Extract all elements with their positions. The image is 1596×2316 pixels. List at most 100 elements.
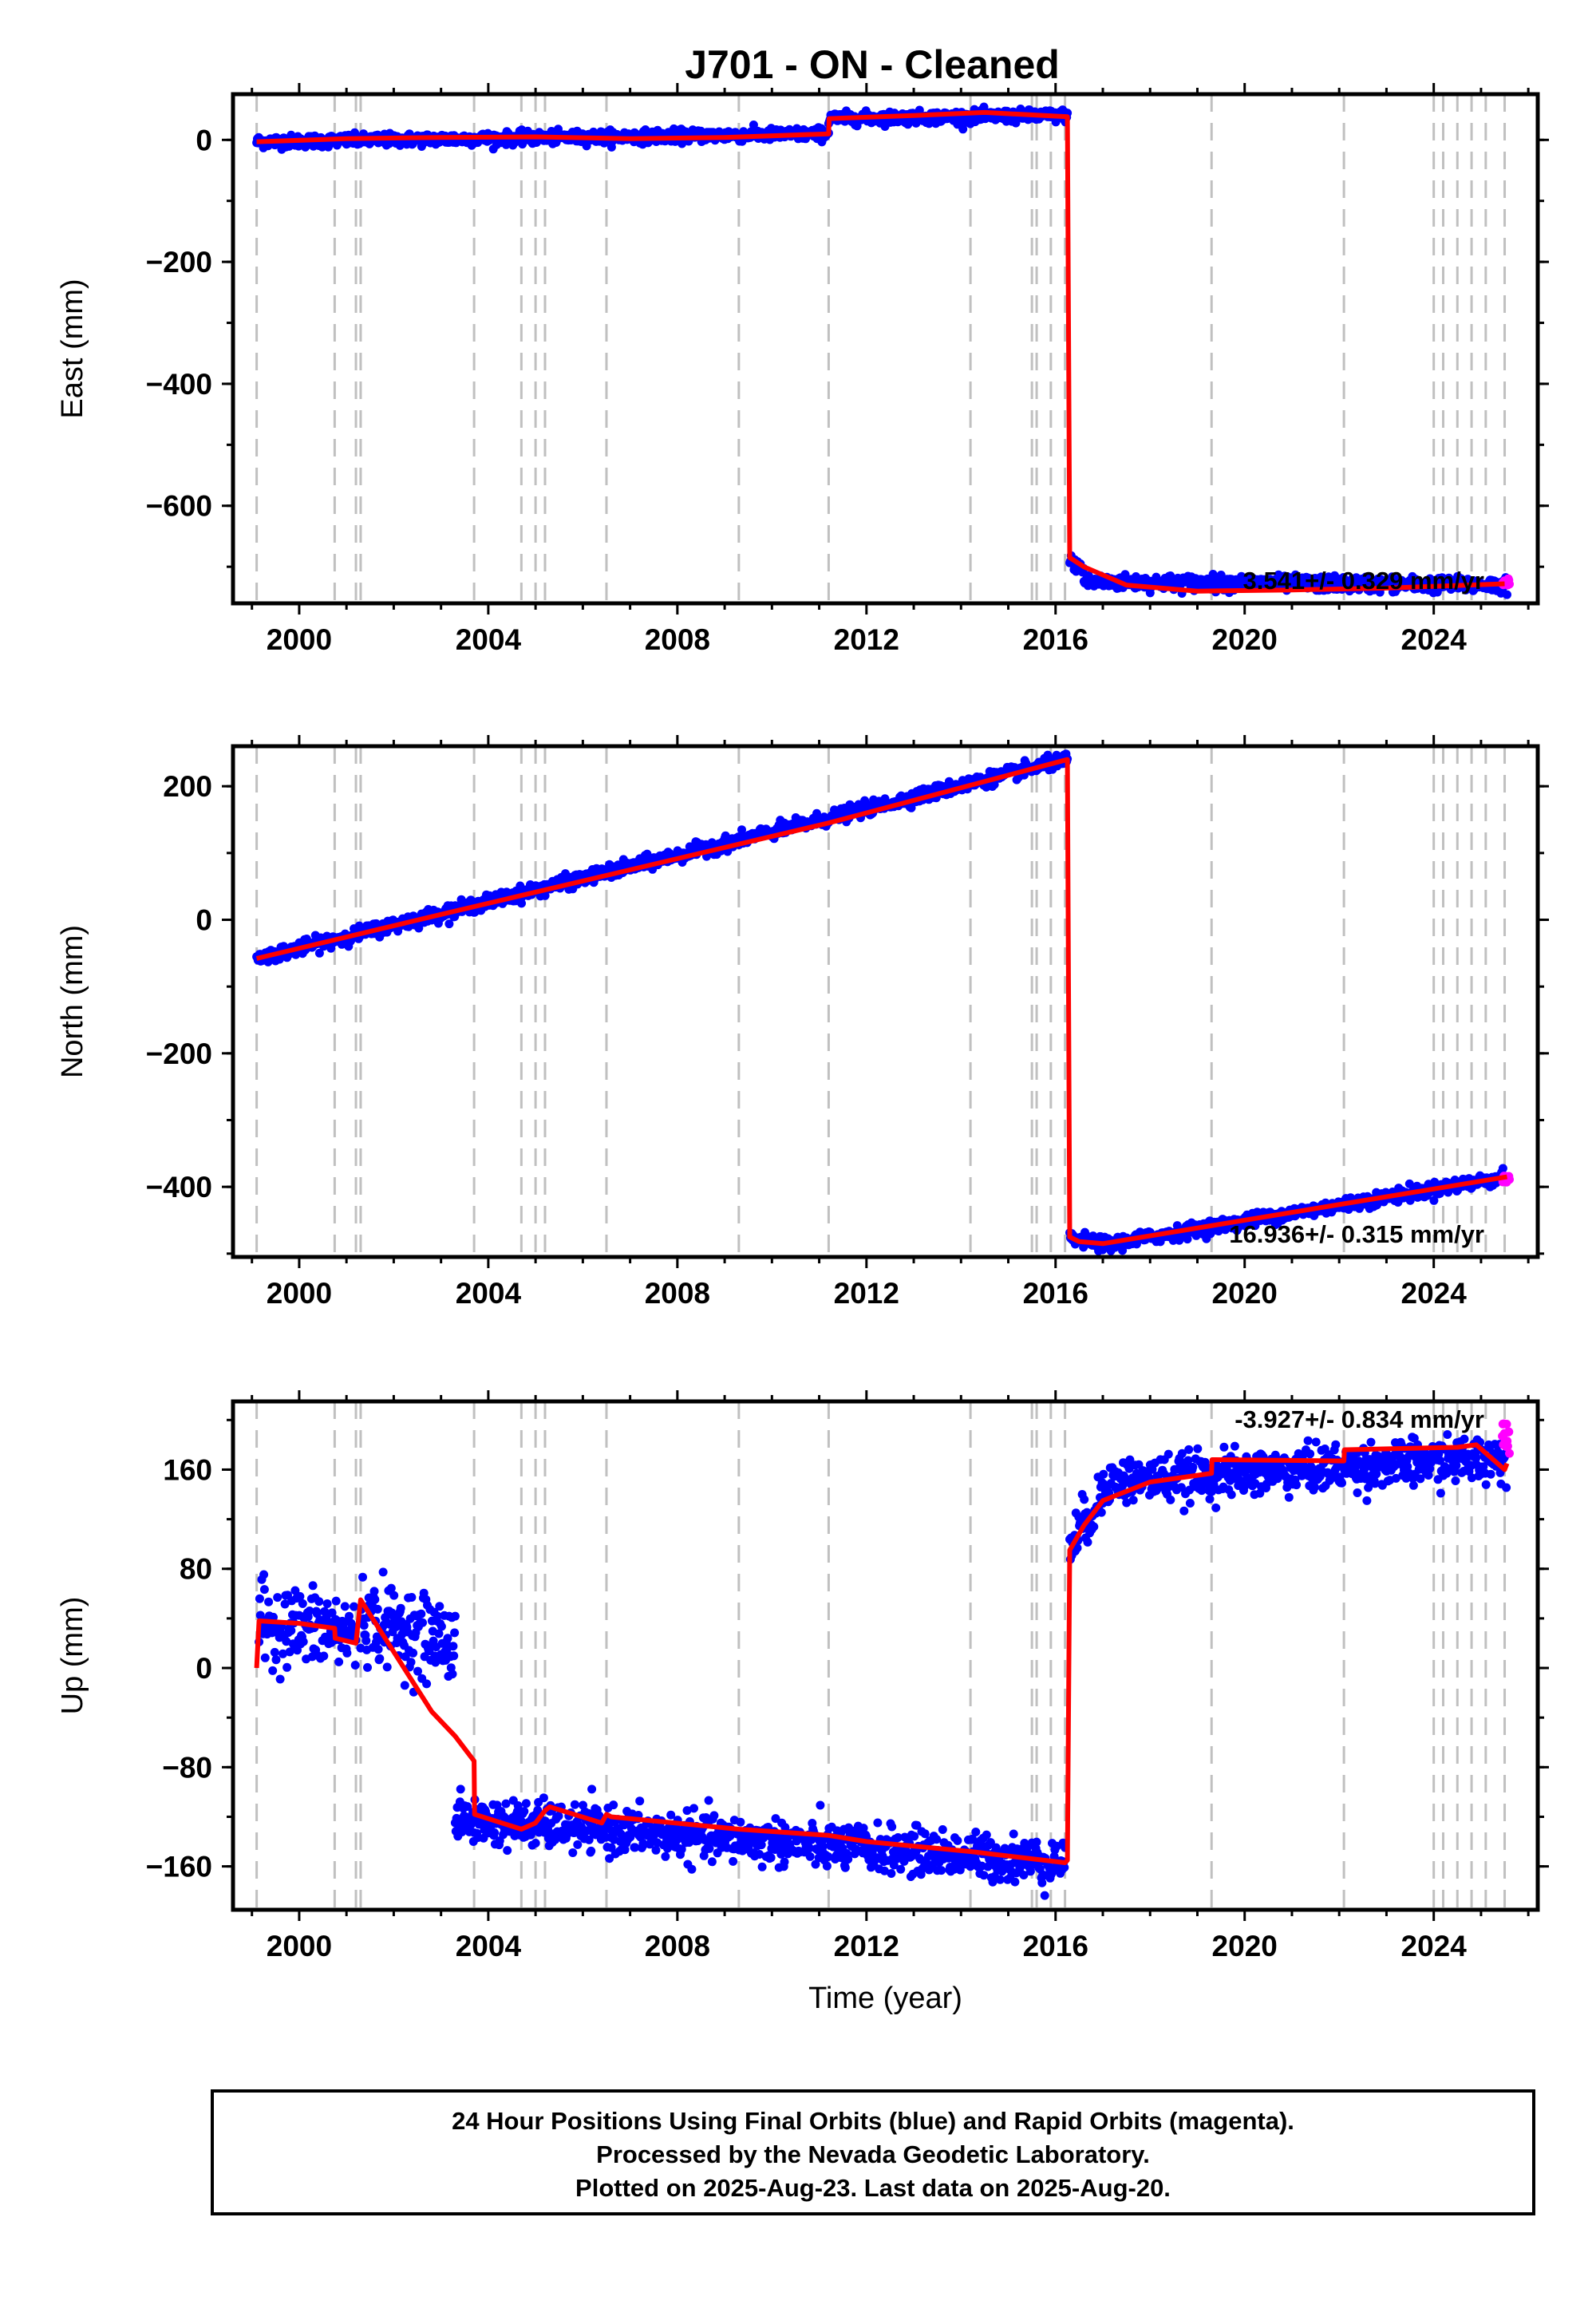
y-tick-label: −400 [146,368,212,401]
data-point [651,1845,661,1855]
data-point [570,1800,579,1809]
data-point [282,1637,291,1646]
data-point [449,1651,459,1661]
data-point [322,1599,332,1608]
data-point [389,1591,399,1600]
data-point [273,1593,282,1603]
data-point [539,1793,548,1803]
data-point [584,1835,594,1844]
data-point [409,1648,418,1658]
data-point [816,1800,825,1810]
data-point [554,1812,563,1821]
data-point [605,1854,614,1863]
data-point [327,1608,337,1618]
figure-title: J701 - ON - Cleaned [685,42,1060,87]
data-point [843,1855,853,1864]
x-tick-label: 2004 [456,1277,522,1310]
y-tick-label: 0 [196,904,212,937]
data-point [264,1597,274,1607]
data-point [271,1655,281,1665]
final-orbit-points [252,102,1511,599]
data-point [334,1657,344,1666]
plot-frame [231,92,1540,606]
data-point [771,1814,780,1824]
data-point [418,1618,427,1627]
data-point [270,1647,279,1657]
data-point [255,1594,264,1603]
plot-frame [231,744,1540,1259]
y-tick-label: −600 [146,490,212,523]
data-point [635,1796,645,1806]
data-point [413,1666,422,1676]
data-point [305,1607,314,1615]
data-point [1498,1164,1507,1173]
data-point [910,1832,919,1841]
data-point [340,1602,350,1611]
data-point [757,1840,766,1850]
x-tick-label: 2012 [834,623,899,656]
y-axis: 0−200−400−600 [146,124,1549,568]
x-tick-label: 2004 [456,623,522,656]
data-point [319,1651,329,1661]
data-point [1503,590,1511,599]
data-point [818,1842,828,1851]
data-point [620,1845,630,1855]
data-point [704,1796,713,1805]
y-tick-label: −400 [146,1171,212,1203]
x-tick-label: 2000 [267,1277,332,1310]
data-point [661,1852,670,1861]
data-point [298,1599,307,1608]
x-tick-label: 2020 [1212,1277,1278,1310]
event-lines [255,94,1507,603]
rate-annotation: 16.936+/- 0.315 mm/yr [1229,1220,1484,1248]
data-point [359,1621,369,1630]
data-point [331,1596,341,1606]
data-point [386,1583,396,1593]
data-point [887,1869,896,1878]
data-point [414,923,424,933]
data-point [630,1843,640,1852]
final-orbit-points [255,1430,1511,1900]
data-point [824,1852,833,1861]
data-point [345,1611,354,1621]
data-point [443,1634,452,1643]
rapid-point [1505,579,1514,589]
x-tick-label: 2016 [1023,1277,1088,1310]
data-point [448,1642,458,1651]
data-point [280,1599,290,1609]
data-point [503,1846,512,1856]
data-point [907,803,916,812]
data-point [805,1852,815,1861]
data-point [396,1603,405,1613]
data-point [373,1645,383,1654]
data-point [370,1595,380,1604]
x-axis: 2000 2004 2008 2012 2016 2020 2024 [251,83,1530,656]
data-point [282,1662,292,1672]
data-point [533,1805,543,1815]
data-point [573,1840,583,1849]
data-point [540,891,550,900]
x-tick-label: 2024 [1401,1277,1468,1310]
data-point [400,1681,409,1690]
data-point [737,825,746,835]
data-point [406,1658,416,1667]
data-point [889,1860,899,1870]
data-point [606,1843,616,1852]
data-point [1429,1196,1439,1205]
data-point [736,1817,745,1827]
data-point [958,124,968,134]
data-point [463,1802,472,1812]
data-point [896,1864,906,1874]
y-axis-label: North (mm) [56,925,89,1078]
data-point [804,1844,814,1853]
data-point [609,1800,618,1810]
data-point [705,1844,714,1853]
data-point [551,1835,560,1844]
data-point [1404,1179,1414,1188]
data-point [373,1604,382,1614]
model-line [256,109,1505,594]
data-point [912,1820,922,1830]
y-tick-label: 200 [163,770,212,803]
data-point [314,948,324,958]
data-point [879,1866,889,1875]
